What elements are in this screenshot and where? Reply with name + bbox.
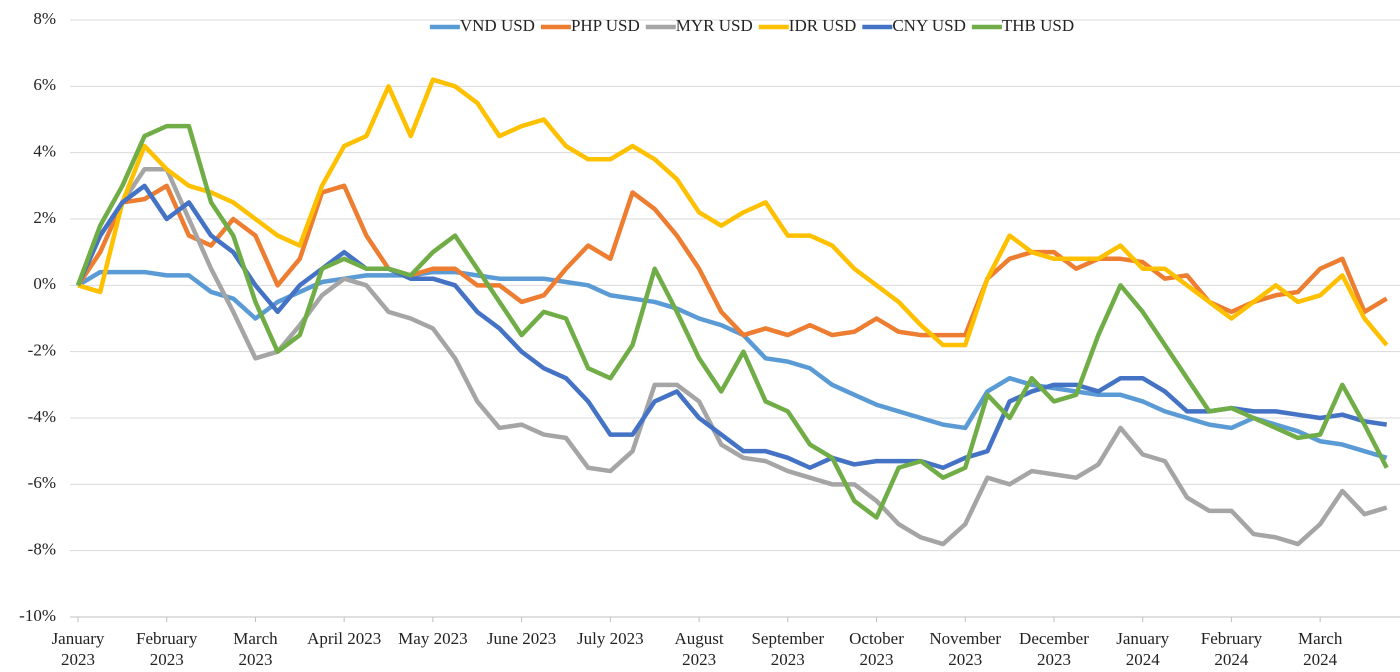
- x-tick-label: February 2024: [1200, 629, 1263, 669]
- legend-label: THB USD: [1002, 16, 1074, 35]
- y-tick-label: 8%: [33, 9, 56, 28]
- x-tick-label: February 2023: [136, 629, 198, 669]
- x-tick-label: April 2023: [307, 629, 382, 648]
- y-tick-label: 0%: [33, 274, 56, 293]
- x-tick-label: July 2023: [577, 629, 644, 648]
- legend-label: CNY USD: [892, 16, 966, 35]
- series-line: [75, 123, 1389, 520]
- x-tick-label: December 2023: [1019, 629, 1089, 669]
- x-tick-label: March 2023: [233, 629, 278, 669]
- legend-label: VND USD: [460, 16, 535, 35]
- y-tick-label: -6%: [28, 473, 56, 492]
- x-tick-label: January 2023: [51, 629, 105, 669]
- series-line: [76, 269, 1388, 460]
- legend: VND USD PHP USD MYR USD IDR USD CNY USD THB U…: [429, 16, 1074, 35]
- x-tick-label: June 2023: [486, 629, 557, 648]
- series-line: [75, 183, 1388, 470]
- y-tick-label: -10%: [19, 606, 56, 625]
- series-line: [75, 167, 1388, 547]
- series-line: [77, 77, 1389, 348]
- x-tick-label: January 2024: [1116, 629, 1170, 669]
- y-tick-label: -8%: [28, 540, 56, 559]
- y-tick-label: -2%: [28, 341, 56, 360]
- x-tick-label: November 2023: [929, 629, 1002, 669]
- y-tick-label: -4%: [28, 407, 56, 426]
- legend-label: IDR USD: [789, 16, 857, 35]
- x-tick-label: May 2023: [398, 629, 468, 648]
- legend-label: PHP USD: [571, 16, 640, 35]
- series-line: [76, 183, 1388, 338]
- y-tick-label: 6%: [33, 75, 56, 94]
- y-tick-label: 2%: [33, 208, 56, 227]
- x-tick-label: March 2024: [1297, 629, 1343, 669]
- x-tick-label: August 2023: [674, 629, 724, 669]
- x-tick-label: September 2023: [751, 629, 825, 669]
- y-tick-label: 4%: [33, 142, 56, 161]
- legend-label: MYR USD: [676, 16, 753, 35]
- x-tick-label: October 2023: [849, 629, 904, 669]
